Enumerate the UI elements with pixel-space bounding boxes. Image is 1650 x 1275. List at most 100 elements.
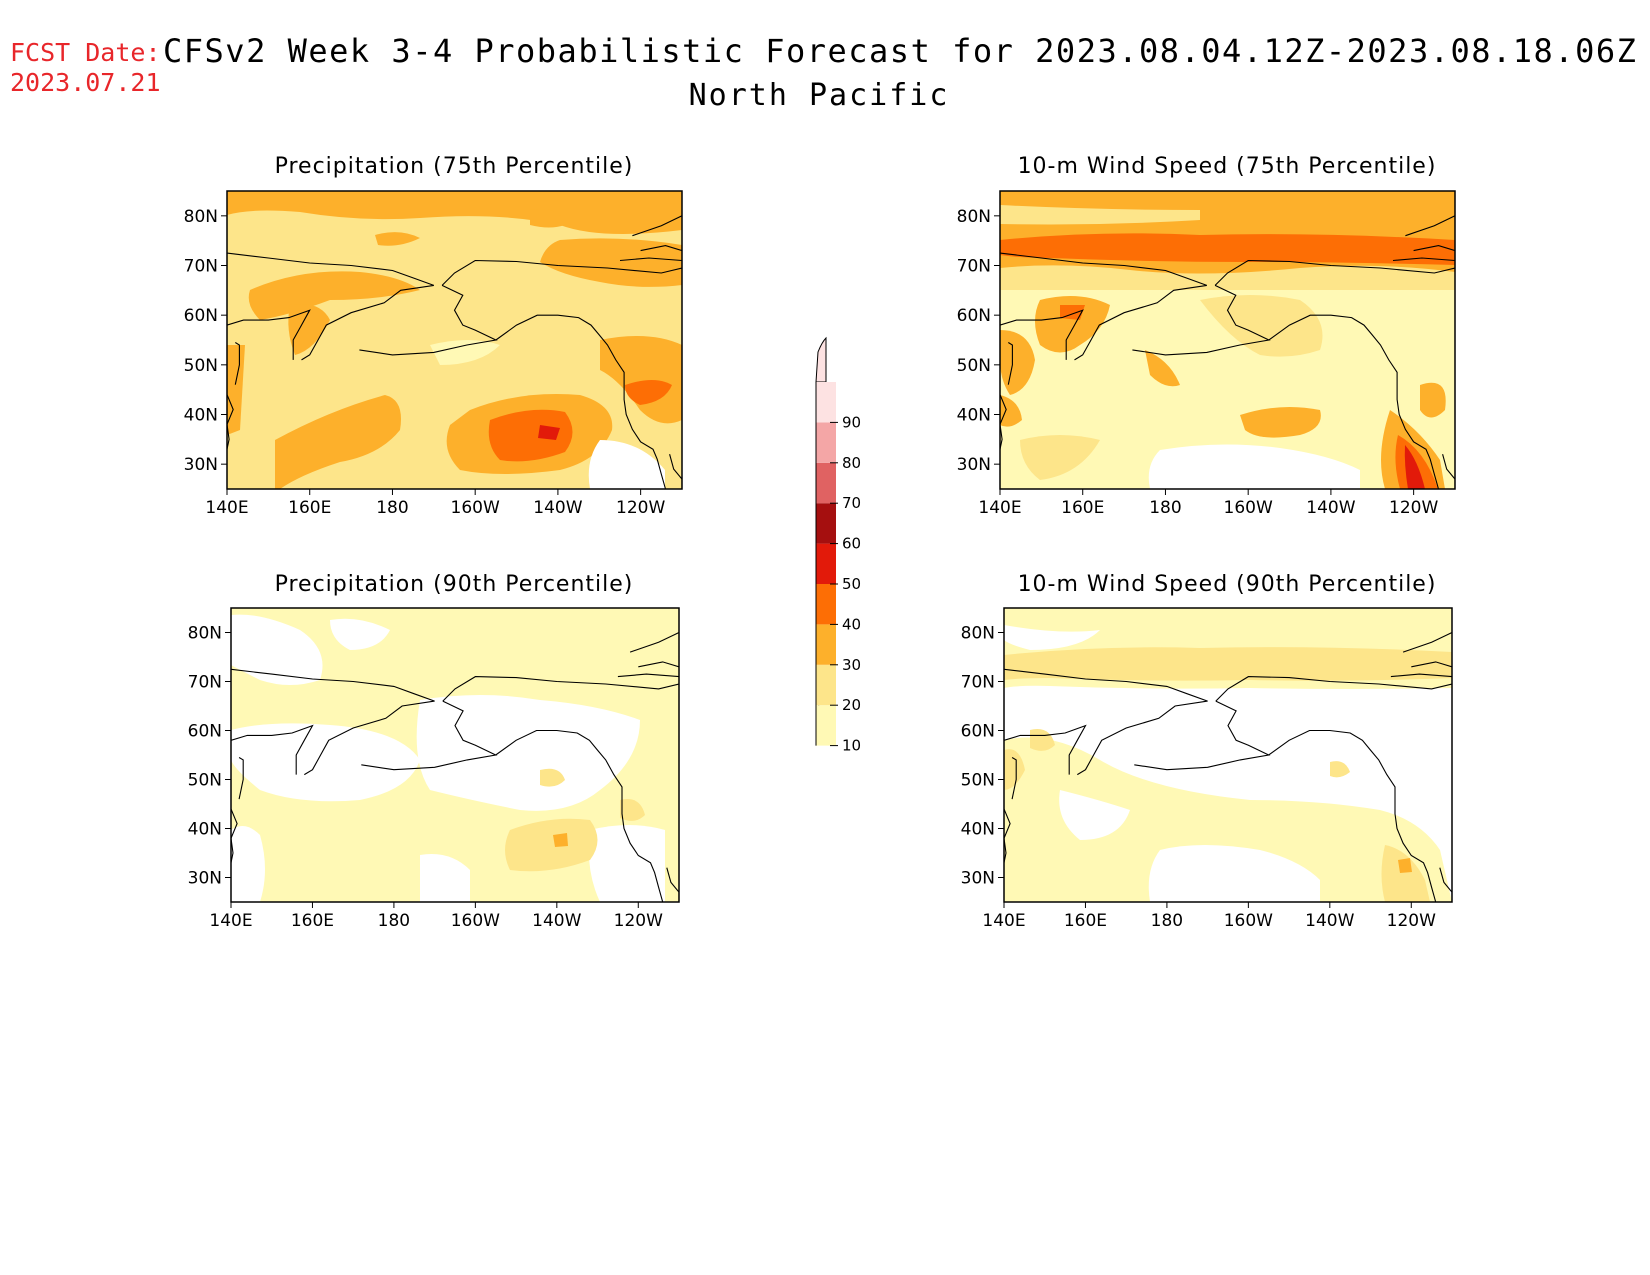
lat-tick-label: 60N bbox=[188, 722, 222, 742]
coastline bbox=[238, 757, 244, 800]
coastline bbox=[304, 700, 435, 776]
colorbar: 10 20 30 40 50 60 70 80 90 bbox=[815, 336, 861, 755]
lat-tick-label: 50N bbox=[188, 771, 222, 791]
coastline bbox=[617, 673, 679, 678]
coastline bbox=[495, 314, 667, 489]
coastline-panel bbox=[231, 632, 679, 902]
colorbar-swatch bbox=[816, 543, 836, 584]
coastline bbox=[1000, 309, 1084, 360]
lat-tick-label: 70N bbox=[961, 673, 995, 693]
colorbar-swatch bbox=[816, 503, 836, 544]
colorbar-swatch bbox=[816, 382, 836, 423]
lon-tick-label: 160W bbox=[451, 911, 500, 931]
colorbar-label: 40 bbox=[842, 615, 861, 633]
forecast-date-label: FCST Date: bbox=[10, 38, 161, 67]
coastline bbox=[1442, 454, 1455, 489]
lat-tick-label: 70N bbox=[188, 673, 222, 693]
panel-title-wind-90: 10-m Wind Speed (90th Percentile) bbox=[1018, 572, 1437, 597]
lon-tick-label: 160E bbox=[291, 911, 334, 931]
coastline bbox=[361, 700, 498, 771]
coastline bbox=[359, 284, 498, 356]
coastline bbox=[632, 215, 682, 237]
coastline bbox=[1004, 724, 1087, 775]
coastline bbox=[638, 661, 679, 668]
lat-tick-label: 50N bbox=[957, 356, 991, 376]
coastline bbox=[666, 867, 679, 902]
lon-tick-label: 140E bbox=[982, 911, 1025, 931]
colorbar-swatch bbox=[816, 664, 836, 706]
coastline bbox=[1004, 668, 1208, 702]
region-title: North Pacific bbox=[0, 78, 1650, 113]
coastline bbox=[1402, 632, 1452, 653]
lat-tick-label: 80N bbox=[961, 624, 995, 644]
lat-tick-label: 70N bbox=[184, 257, 218, 277]
lon-tick-label: 120W bbox=[1387, 911, 1436, 931]
lat-tick-label: 70N bbox=[957, 257, 991, 277]
lat-tick-label: 40N bbox=[184, 406, 218, 426]
coastline bbox=[1390, 673, 1452, 678]
colorbar-label: 50 bbox=[842, 575, 861, 593]
axis-labels: 80N 70N 60N 50N 40N 30N 140E 160E 180 160W 140W 120… bbox=[184, 207, 1439, 931]
forecast-date-value: 2023.07.21 bbox=[10, 68, 161, 97]
coastline bbox=[1077, 700, 1208, 776]
panel-title-precip-90: Precipitation (90th Percentile) bbox=[275, 572, 634, 597]
panel-precip-90: Precipitation (90th Percentile) bbox=[230, 572, 680, 903]
coastlines bbox=[227, 215, 1455, 902]
lon-tick-label: 160W bbox=[1224, 498, 1273, 518]
lat-tick-label: 80N bbox=[957, 207, 991, 227]
lat-tick-label: 80N bbox=[188, 624, 222, 644]
coastline bbox=[1000, 394, 1007, 450]
lon-tick-label: 120W bbox=[614, 911, 663, 931]
lon-tick-label: 140E bbox=[978, 498, 1021, 518]
coastline bbox=[1007, 342, 1013, 385]
coastline bbox=[231, 724, 314, 775]
lon-tick-label: 160E bbox=[1061, 498, 1104, 518]
coastline bbox=[1134, 700, 1271, 771]
lat-tick-label: 40N bbox=[188, 820, 222, 840]
lon-tick-label: 140E bbox=[205, 498, 248, 518]
region-label: North Pacific bbox=[688, 78, 950, 113]
lat-tick-label: 80N bbox=[184, 207, 218, 227]
lon-tick-label: 120W bbox=[616, 498, 665, 518]
colorbar-label: 90 bbox=[842, 413, 861, 431]
lat-tick-label: 50N bbox=[961, 771, 995, 791]
colorbar-label: 60 bbox=[842, 535, 861, 553]
coastline bbox=[1214, 259, 1455, 286]
colorbar-label: 20 bbox=[842, 696, 861, 714]
map-field-wind-90 bbox=[1004, 608, 1452, 902]
coastline bbox=[441, 259, 682, 286]
coastline-panel bbox=[1000, 215, 1455, 489]
coastline bbox=[1439, 867, 1452, 902]
coastline-panel bbox=[1004, 632, 1452, 902]
coastline bbox=[227, 252, 434, 286]
lon-tick-label: 180 bbox=[1151, 911, 1183, 931]
lon-tick-label: 180 bbox=[376, 498, 408, 518]
lon-tick-label: 160E bbox=[288, 498, 331, 518]
lat-tick-label: 30N bbox=[184, 455, 218, 475]
coastline bbox=[1004, 808, 1011, 863]
coastline bbox=[1413, 245, 1455, 252]
forecast-date-block: FCST Date: 2023.07.21 bbox=[10, 38, 161, 98]
lat-tick-label: 30N bbox=[957, 455, 991, 475]
coastline bbox=[442, 676, 679, 702]
lon-tick-label: 140W bbox=[1306, 498, 1355, 518]
coastline bbox=[495, 729, 664, 902]
coastline bbox=[1268, 729, 1437, 902]
coastline bbox=[1268, 314, 1440, 489]
colorbar-label: 30 bbox=[842, 656, 861, 674]
coastline bbox=[227, 394, 234, 450]
coastline bbox=[1132, 284, 1271, 356]
lat-tick-label: 60N bbox=[957, 306, 991, 326]
coastline bbox=[619, 257, 682, 262]
coastline bbox=[629, 632, 679, 653]
panel-precip-75: Precipitation (75th Percentile) bbox=[226, 154, 683, 490]
lat-tick-label: 60N bbox=[184, 306, 218, 326]
coastline bbox=[640, 245, 682, 252]
lat-tick-label: 30N bbox=[961, 869, 995, 889]
coastline-panel bbox=[227, 215, 682, 489]
coastline bbox=[1011, 757, 1017, 800]
lon-tick-label: 140W bbox=[533, 498, 582, 518]
colorbar-label: 70 bbox=[842, 494, 861, 512]
lat-tick-label: 30N bbox=[188, 869, 222, 889]
